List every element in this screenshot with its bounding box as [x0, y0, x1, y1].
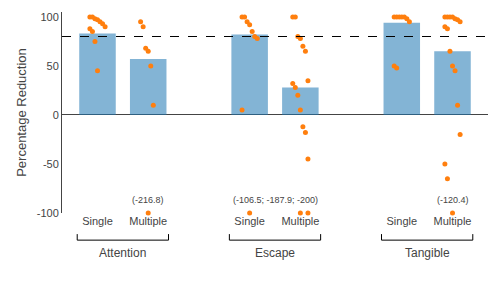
svg-text:Multiple: Multiple — [434, 215, 472, 227]
svg-text:100: 100 — [40, 11, 58, 23]
svg-text:Single: Single — [234, 215, 265, 227]
svg-text:Escape: Escape — [255, 246, 295, 260]
svg-text:Multiple: Multiple — [281, 215, 319, 227]
svg-text:-100: -100 — [37, 207, 59, 219]
svg-text:(-106.5; -187.9; -200): (-106.5; -187.9; -200) — [233, 195, 318, 205]
svg-text:(-216.8): (-216.8) — [132, 195, 164, 205]
svg-text:-50: -50 — [43, 158, 59, 170]
svg-text:Attention: Attention — [99, 246, 146, 260]
svg-text:50: 50 — [47, 60, 59, 72]
svg-text:0: 0 — [53, 109, 59, 121]
svg-text:Percentage Reduction: Percentage Reduction — [14, 48, 29, 177]
svg-text:Tangible: Tangible — [405, 246, 450, 260]
svg-text:Multiple: Multiple — [129, 215, 167, 227]
svg-text:Single: Single — [387, 215, 418, 227]
svg-text:(-120.4): (-120.4) — [437, 195, 469, 205]
svg-text:Single: Single — [82, 215, 113, 227]
